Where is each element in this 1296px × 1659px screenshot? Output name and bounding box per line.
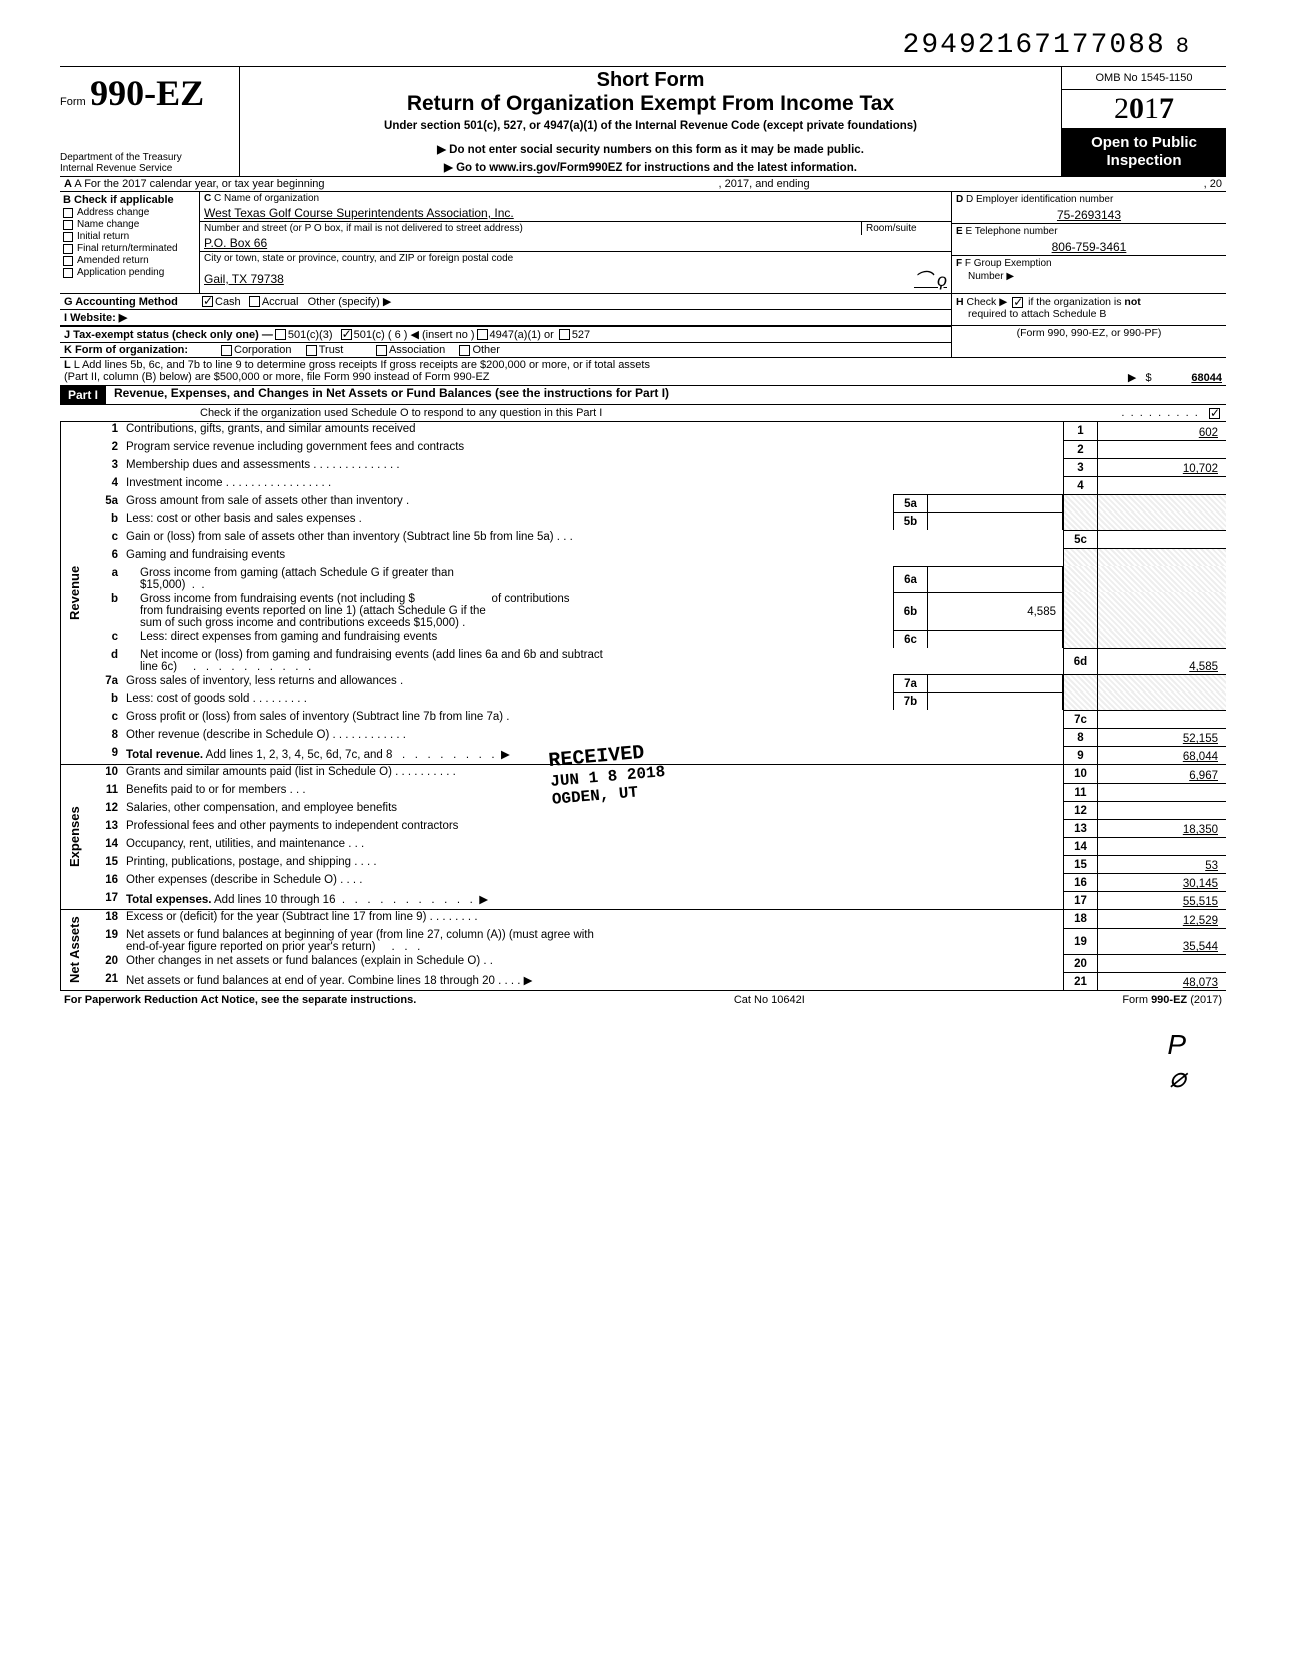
tax-year: 2017	[1062, 90, 1226, 128]
line-1-val: 602	[1098, 422, 1226, 440]
line-2-val	[1098, 440, 1226, 458]
row-h-line3: (Form 990, 990-EZ, or 990-PF)	[951, 326, 1226, 357]
row-a-tax-year: A A For the 2017 calendar year, or tax y…	[60, 176, 1226, 191]
col-b-checkboxes: B Check if applicable Address change Nam…	[60, 192, 200, 293]
do-not-enter: ▶ Do not enter social security numbers o…	[250, 142, 1051, 156]
cb-501c3[interactable]	[275, 329, 286, 340]
cb-final-return[interactable]: Final return/terminated	[63, 243, 196, 254]
line-3-val: 10,702	[1098, 458, 1226, 476]
cb-corporation[interactable]	[221, 345, 232, 356]
side-label-expenses: Expenses	[60, 765, 88, 909]
section-bcdef: B Check if applicable Address change Nam…	[60, 191, 1226, 293]
omb-number: OMB No 1545-1150	[1062, 67, 1226, 90]
open-to-public: Open to PublicInspection	[1062, 128, 1226, 176]
cb-no-schedule-b[interactable]	[1012, 297, 1023, 308]
cb-527[interactable]	[559, 329, 570, 340]
line-14-val	[1098, 837, 1226, 855]
ein: 75-2693143	[952, 207, 1226, 224]
row-l-line2: (Part II, column (B) below) are $500,000…	[60, 371, 1226, 386]
line-6a-val	[928, 566, 1063, 592]
line-5a-val	[928, 494, 1063, 512]
side-label-net-assets: Net Assets	[60, 910, 88, 990]
handwritten-initial: P⌀	[60, 1029, 1186, 1094]
line-4-val	[1098, 476, 1226, 494]
cb-name-change[interactable]: Name change	[63, 219, 196, 230]
cb-accrual[interactable]	[249, 296, 260, 307]
org-city: Gail, TX 79738	[204, 272, 284, 286]
line-21-val: 48,073	[1098, 972, 1226, 990]
handwritten-mark: ⌒ ϙ	[914, 266, 947, 292]
room-suite-label: Room/suite	[861, 222, 951, 235]
form-header: Form 990-EZ Department of the Treasury I…	[60, 66, 1226, 176]
cb-501c[interactable]	[341, 329, 352, 340]
row-g-accounting: G Accounting Method Cash Accrual Other (…	[60, 294, 951, 309]
dept-treasury: Department of the Treasury	[60, 152, 234, 163]
part-1-header: Part I Revenue, Expenses, and Changes in…	[60, 386, 1226, 405]
document-id: 294921671770888	[60, 30, 1191, 61]
cb-cash[interactable]	[202, 296, 213, 307]
short-form-title: Short Form	[250, 69, 1051, 92]
line-7b-val	[928, 692, 1063, 710]
line-15-val: 53	[1098, 855, 1226, 873]
cb-address-change[interactable]: Address change	[63, 207, 196, 218]
cb-amended-return[interactable]: Amended return	[63, 255, 196, 266]
cb-trust[interactable]	[306, 345, 317, 356]
part-1-check: Check if the organization used Schedule …	[60, 405, 1226, 422]
line-10-val: 6,967	[1098, 765, 1226, 783]
page-footer: For Paperwork Reduction Act Notice, see …	[60, 991, 1226, 1009]
line-11-val	[1098, 783, 1226, 801]
org-address: P.O. Box 66	[200, 235, 951, 252]
form-prefix: Form	[60, 96, 86, 108]
line-12-val	[1098, 801, 1226, 819]
cb-association[interactable]	[376, 345, 387, 356]
revenue-section: Revenue 1Contributions, gifts, grants, a…	[60, 422, 1226, 765]
row-h-check: H Check ▶ if the organization is not req…	[951, 294, 1226, 325]
cb-initial-return[interactable]: Initial return	[63, 231, 196, 242]
under-section: Under section 501(c), 527, or 4947(a)(1)…	[250, 120, 1051, 132]
net-assets-section: Net Assets 18Excess or (deficit) for the…	[60, 910, 1226, 991]
cb-schedule-o[interactable]	[1209, 408, 1220, 419]
cb-other-org[interactable]	[459, 345, 470, 356]
line-7c-val	[1098, 710, 1226, 728]
line-8-val: 52,155	[1098, 728, 1226, 746]
line-7a-val	[928, 674, 1063, 692]
expenses-section: Expenses 10Grants and similar amounts pa…	[60, 765, 1226, 910]
telephone: 806-759-3461	[952, 239, 1226, 256]
line-20-val	[1098, 954, 1226, 972]
line-5b-val	[928, 512, 1063, 530]
line-13-val: 18,350	[1098, 819, 1226, 837]
col-def: D D Employer identification number 75-26…	[951, 192, 1226, 293]
line-16-val: 30,145	[1098, 873, 1226, 891]
line-9-val: 68,044	[1098, 746, 1226, 764]
col-c-org: C C Name of organization West Texas Golf…	[200, 192, 951, 293]
return-title: Return of Organization Exempt From Incom…	[250, 92, 1051, 116]
line-6d-val: 4,585	[1098, 648, 1226, 674]
line-19-val: 35,544	[1098, 928, 1226, 954]
row-j-tax-status: J Tax-exempt status (check only one) — 5…	[60, 326, 951, 342]
line-6b-val: 4,585	[928, 592, 1063, 630]
line-5c-val	[1098, 530, 1226, 548]
row-i-website: I Website: ▶	[60, 309, 951, 325]
org-name: West Texas Golf Course Superintendents A…	[200, 205, 951, 222]
line-6c-val	[928, 630, 1063, 648]
form-number: 990-EZ	[90, 72, 204, 114]
go-to-url: ▶ Go to www.irs.gov/Form990EZ for instru…	[250, 160, 1051, 174]
row-l-line1: L L Add lines 5b, 6c, and 7b to line 9 t…	[60, 357, 1226, 371]
gross-receipts: 68044	[1191, 372, 1222, 384]
side-label-revenue: Revenue	[60, 422, 88, 764]
row-k-form-org: K Form of organization: Corporation Trus…	[60, 342, 951, 357]
cb-4947[interactable]	[477, 329, 488, 340]
line-18-val: 12,529	[1098, 910, 1226, 928]
line-17-val: 55,515	[1098, 891, 1226, 909]
cb-application-pending[interactable]: Application pending	[63, 267, 196, 278]
irs-label: Internal Revenue Service	[60, 163, 234, 174]
